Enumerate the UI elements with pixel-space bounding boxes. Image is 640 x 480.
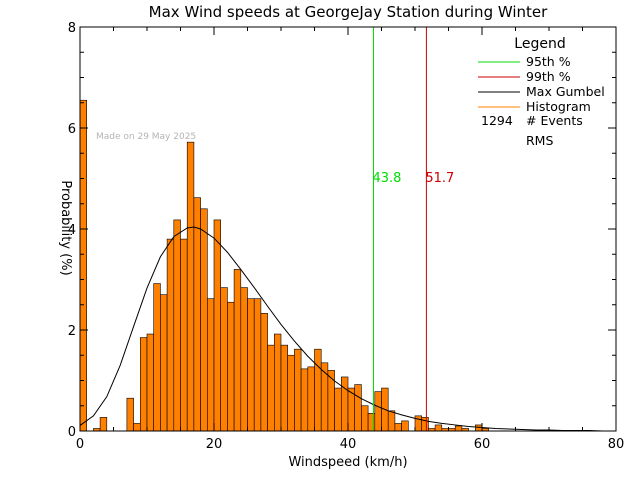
legend-entry-label: 95th % bbox=[526, 54, 571, 69]
histogram-bar bbox=[227, 301, 235, 432]
histogram-bar bbox=[153, 283, 161, 432]
histogram-bar bbox=[280, 344, 288, 432]
histogram-bar bbox=[340, 376, 349, 432]
histogram-bar bbox=[180, 238, 188, 432]
legend-entry-label: Max Gumbel bbox=[526, 84, 605, 99]
percentile-label-95th: 43.8 bbox=[372, 171, 401, 186]
histogram-bar bbox=[273, 333, 282, 432]
histogram-bar bbox=[240, 287, 248, 432]
histogram-bar bbox=[314, 348, 322, 432]
percentile-label-99th: 51.7 bbox=[425, 171, 454, 186]
histogram-bar bbox=[387, 410, 396, 432]
histogram-bar bbox=[160, 294, 168, 432]
histogram-bar bbox=[207, 298, 215, 432]
x-axis-label: Windspeed (km/h) bbox=[288, 455, 407, 470]
histogram-bar bbox=[233, 269, 242, 432]
histogram-bar bbox=[401, 420, 409, 432]
histogram-bar bbox=[260, 313, 268, 432]
histogram-bar bbox=[99, 417, 108, 432]
x-axis-ticks: 0 20 40 60 80 bbox=[76, 27, 624, 452]
histogram-bar bbox=[133, 423, 141, 432]
histogram-bar bbox=[374, 391, 382, 432]
histogram-bar bbox=[186, 141, 195, 432]
histogram-bar bbox=[193, 197, 201, 432]
histogram-bar bbox=[354, 384, 362, 432]
histogram-bar bbox=[421, 417, 429, 432]
legend-entry-label: 99th % bbox=[526, 69, 571, 84]
y-axis-ticks: 0 2 4 6 8 bbox=[68, 21, 616, 440]
histogram-bar bbox=[146, 333, 154, 432]
histogram-bar bbox=[166, 238, 175, 432]
y-axis-label: Probability (%) bbox=[58, 180, 73, 275]
histogram-bar bbox=[320, 362, 329, 432]
legend-rms-label: RMS bbox=[526, 133, 553, 148]
histogram-bar bbox=[213, 219, 221, 432]
histogram-bar bbox=[434, 424, 443, 432]
x-tick-label: 80 bbox=[608, 437, 625, 452]
histogram-bar bbox=[361, 405, 369, 432]
histogram-bar bbox=[79, 99, 87, 432]
histogram-bar bbox=[267, 344, 275, 432]
x-tick-label: 0 bbox=[76, 437, 84, 452]
y-tick-label: 0 bbox=[68, 425, 76, 440]
histogram-bar bbox=[300, 368, 309, 432]
gumbel-curve bbox=[79, 226, 616, 432]
x-tick-label: 20 bbox=[206, 437, 223, 452]
histogram-bar bbox=[394, 423, 402, 432]
histogram-bars bbox=[79, 99, 489, 432]
watermark-date: Made on 29 May 2025 bbox=[96, 132, 196, 142]
y-tick-label: 4 bbox=[68, 223, 76, 238]
histogram-bar bbox=[200, 208, 208, 432]
y-tick-label: 2 bbox=[68, 324, 76, 339]
y-tick-label: 8 bbox=[68, 21, 76, 36]
y-tick-label: 6 bbox=[68, 122, 76, 137]
histogram-bar bbox=[140, 337, 148, 432]
histogram-bar bbox=[173, 219, 181, 432]
histogram-bar bbox=[334, 387, 342, 432]
chart-title: Max Wind speeds at GeorgeJay Station dur… bbox=[149, 3, 548, 21]
histogram-bar bbox=[474, 424, 483, 432]
histogram-bar bbox=[294, 348, 302, 432]
legend-entry-label: Histogram bbox=[526, 99, 591, 114]
histogram-bar bbox=[307, 366, 315, 432]
histogram-bar bbox=[220, 287, 228, 432]
histogram-bar bbox=[247, 298, 255, 432]
histogram-bar bbox=[287, 354, 295, 432]
legend-events-count: 1294 bbox=[481, 113, 513, 128]
histogram-bar bbox=[454, 425, 463, 432]
x-tick-label: 60 bbox=[474, 437, 491, 452]
legend-title: Legend bbox=[514, 36, 565, 52]
x-tick-label: 40 bbox=[340, 437, 357, 452]
legend-events-label: # Events bbox=[526, 113, 583, 128]
percentile-lines: 43.8 51.7 bbox=[372, 27, 454, 431]
histogram-bar bbox=[126, 397, 134, 432]
histogram-bar bbox=[253, 298, 262, 432]
